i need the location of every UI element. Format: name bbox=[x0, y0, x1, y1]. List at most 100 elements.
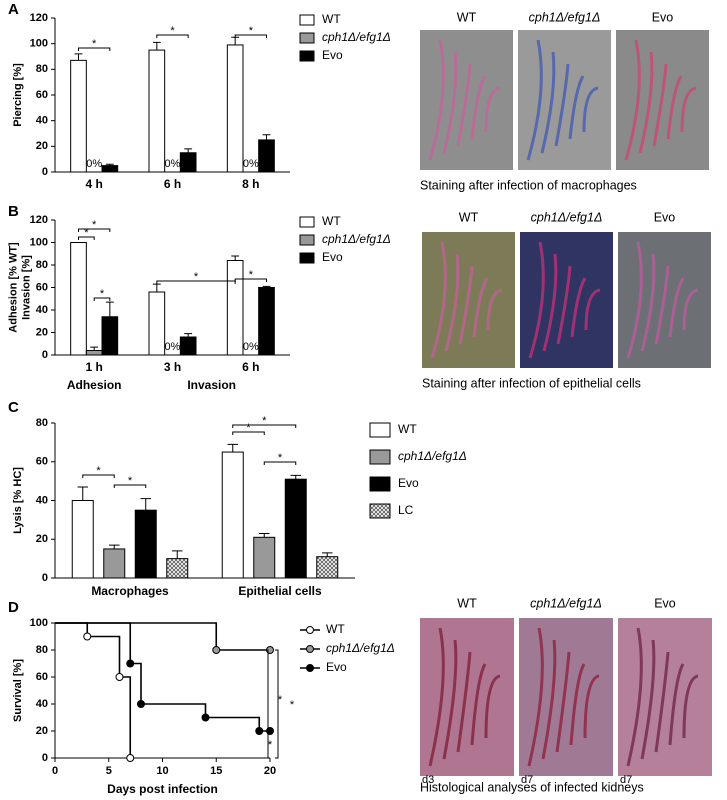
y-tick-label: 60 bbox=[36, 89, 48, 101]
image-caption: Histological analyses of infected kidney… bbox=[420, 780, 644, 794]
survival-line bbox=[55, 622, 270, 732]
y-tick-label: 100 bbox=[30, 38, 48, 50]
y-tick-label: 20 bbox=[36, 140, 48, 152]
survival-marker bbox=[212, 646, 221, 654]
value-label: 0% bbox=[243, 158, 259, 170]
micrograph-detail bbox=[542, 253, 558, 352]
bar bbox=[316, 556, 339, 579]
image-caption: Staining after infection of macrophages bbox=[420, 178, 637, 192]
micrograph-detail bbox=[682, 674, 699, 739]
significance-bracket bbox=[78, 47, 111, 51]
y-tick-label: 0 bbox=[42, 752, 48, 764]
image-day: d7 bbox=[521, 774, 533, 786]
micrograph-detail bbox=[640, 639, 656, 760]
significance-bracket bbox=[156, 280, 236, 284]
y-axis-label: Survival [%] bbox=[12, 659, 24, 722]
y-tick-label: 20 bbox=[36, 326, 48, 338]
legend-label: WT bbox=[398, 422, 417, 436]
error-bar bbox=[140, 498, 151, 511]
survival-marker bbox=[126, 659, 135, 668]
significance-bracket bbox=[234, 278, 267, 282]
legend-swatch bbox=[299, 216, 315, 228]
survival-line bbox=[55, 622, 270, 651]
micrograph-detail bbox=[428, 39, 445, 161]
significance-star: * bbox=[262, 415, 267, 427]
micrograph-detail bbox=[668, 663, 685, 746]
y-tick-label: 0 bbox=[42, 349, 48, 361]
significance-star: * bbox=[246, 422, 251, 434]
micrograph-detail bbox=[582, 86, 599, 133]
panel-letter: D bbox=[8, 599, 19, 616]
y-tick-label: 20 bbox=[36, 533, 48, 545]
panel-letter: A bbox=[8, 1, 19, 18]
x-tick-label: 5 bbox=[106, 765, 112, 777]
significance-bracket bbox=[78, 228, 111, 232]
bar bbox=[148, 49, 166, 173]
image-label: Evo bbox=[654, 210, 676, 224]
legend-marker bbox=[306, 626, 314, 634]
micrograph-detail bbox=[444, 253, 460, 352]
y-tick-label: 60 bbox=[36, 671, 48, 683]
value-label: 0% bbox=[86, 158, 102, 170]
significance-bracket bbox=[78, 236, 95, 240]
y-tick-label: 60 bbox=[36, 456, 48, 468]
error-bar bbox=[262, 285, 271, 288]
micrograph-detail bbox=[527, 627, 544, 767]
significance-bracket bbox=[82, 474, 115, 478]
legend-label: Evo bbox=[322, 48, 343, 62]
micrograph bbox=[618, 618, 712, 776]
micrograph-detail bbox=[456, 651, 472, 753]
micrograph-detail bbox=[541, 639, 557, 760]
significance-bracket bbox=[234, 34, 267, 38]
y-tick-label: 80 bbox=[36, 644, 48, 656]
y-tick-label: 120 bbox=[30, 214, 48, 226]
micrograph-detail bbox=[470, 663, 487, 746]
micrograph-detail bbox=[555, 651, 571, 753]
panel-letter: C bbox=[8, 399, 19, 416]
legend-swatch bbox=[299, 32, 315, 44]
x-tick-label: 10 bbox=[156, 765, 168, 777]
micrograph-detail bbox=[569, 663, 586, 746]
legend-label: cph1Δ/efg1Δ bbox=[322, 30, 391, 44]
micrograph-detail bbox=[668, 277, 685, 338]
image-caption: Staining after infection of epithelial c… bbox=[422, 376, 641, 390]
bar bbox=[101, 316, 119, 356]
y-tick-label: 40 bbox=[36, 304, 48, 316]
micrograph-detail bbox=[484, 86, 501, 133]
error-bar bbox=[77, 486, 88, 501]
image-label: Evo bbox=[654, 596, 676, 610]
micrograph-detail bbox=[682, 288, 699, 331]
micrograph-detail bbox=[442, 51, 458, 154]
survival-line bbox=[55, 622, 132, 758]
legend-marker bbox=[306, 664, 314, 672]
error-bar bbox=[262, 134, 271, 140]
micrograph-detail bbox=[638, 51, 654, 154]
micrograph-detail bbox=[666, 75, 683, 140]
micrograph-detail bbox=[428, 627, 445, 767]
legend-swatch bbox=[299, 50, 315, 62]
image-label: cph1Δ/efg1Δ bbox=[531, 210, 603, 224]
micrograph-detail bbox=[528, 241, 545, 359]
legend-label: cph1Δ/efg1Δ bbox=[326, 641, 395, 655]
x-tick-label: 15 bbox=[210, 765, 222, 777]
bar bbox=[70, 242, 87, 356]
micrograph-detail bbox=[626, 627, 643, 767]
x-tick-label: 8 h bbox=[242, 177, 259, 191]
significance-bracket bbox=[156, 34, 189, 38]
image-label: WT bbox=[457, 596, 477, 610]
y-tick-label: 60 bbox=[36, 281, 48, 293]
bar bbox=[71, 500, 94, 579]
significance-star: * bbox=[92, 219, 97, 231]
bar bbox=[134, 509, 157, 579]
y-axis-label: Adhesion [% WT] bbox=[7, 242, 19, 333]
y-tick-label: 120 bbox=[30, 12, 48, 24]
y-tick-label: 100 bbox=[30, 236, 48, 248]
panel-letter: B bbox=[8, 203, 19, 220]
survival-marker bbox=[201, 713, 210, 722]
significance-bracket bbox=[275, 649, 279, 759]
micrograph-detail bbox=[640, 253, 656, 352]
bar bbox=[70, 59, 87, 173]
x-tick-label: 0 bbox=[52, 765, 58, 777]
error-bar bbox=[109, 544, 120, 549]
